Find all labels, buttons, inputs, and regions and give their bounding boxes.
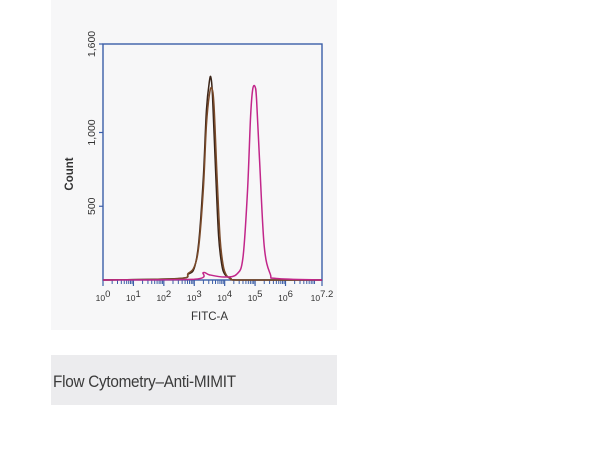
x-tick-label-2: 102 (156, 289, 171, 303)
y-tick-label-1: 1,000 (86, 119, 98, 145)
series-line-2 (102, 84, 323, 281)
y-tick-label-2: 1,600 (86, 31, 98, 57)
x-tick-label-0: 100 (96, 289, 111, 303)
x-tick-label-4: 104 (217, 289, 232, 303)
x-tick-label-5: 105 (248, 289, 263, 303)
figure-caption: Flow Cytometry–Anti-MIMIT (53, 372, 236, 391)
plot-frame (102, 43, 323, 281)
figure-panel: 500 1,000 1,600 Count 100 101 102 103 104 105 106 1… (51, 0, 337, 330)
y-axis-label: Count (64, 157, 76, 190)
caption-bar: Flow Cytometry–Anti-MIMIT (51, 355, 337, 405)
x-tick-label-6: 106 (278, 289, 293, 303)
x-axis-label: FITC-A (191, 311, 228, 323)
y-tick-label-0: 500 (86, 197, 98, 215)
series-line-0 (102, 75, 322, 281)
x-tick-label-7: 107.2 (311, 289, 334, 303)
x-tick-label-1: 101 (126, 289, 141, 303)
histogram-chart: 500 1,000 1,600 Count 100 101 102 103 104 105 106 1… (64, 31, 334, 323)
series-line-1 (102, 86, 322, 281)
x-tick-label-3: 103 (187, 289, 202, 303)
